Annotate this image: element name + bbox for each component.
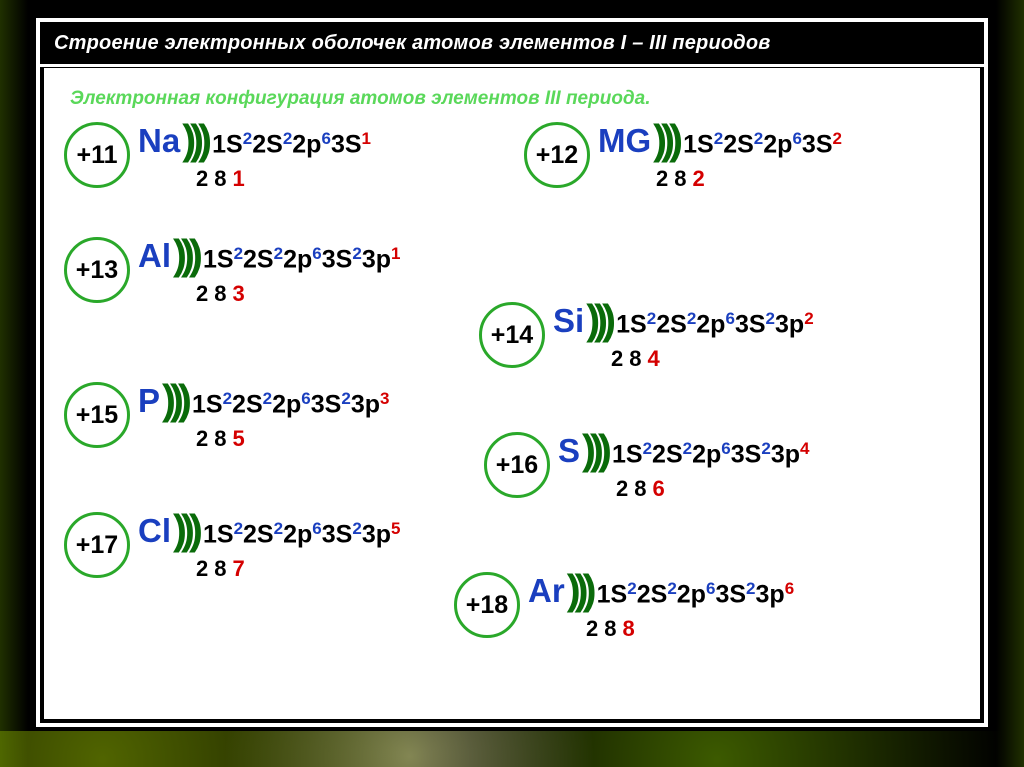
element-line1: Ar)))1S22S22p63S23p6 — [528, 572, 794, 614]
electron-config: 1S22S22p63S23p4 — [612, 438, 810, 469]
shell-arcs: ))) — [586, 305, 610, 334]
nucleus-charge: +16 — [484, 432, 550, 498]
shell-electron-counts: 286 — [558, 476, 809, 502]
shell-electron-counts: 285 — [138, 426, 389, 452]
elements-area: +11Na)))1S22S22p63S1281+12MG)))1S22S22p6… — [54, 122, 970, 713]
slide-title: Строение электронных оболочек атомов эле… — [54, 32, 771, 55]
shell-electron-counts: 284 — [553, 346, 814, 372]
element-mg: +12MG)))1S22S22p63S2282 — [524, 122, 842, 192]
nucleus-charge: +11 — [64, 122, 130, 188]
element-na: +11Na)))1S22S22p63S1281 — [64, 122, 371, 192]
slide-subtitle: Электронная конфигурация атомов элементо… — [40, 72, 651, 116]
element-cl: +17Cl)))1S22S22p63S23p5287 — [64, 512, 400, 582]
electron-config: 1S22S22p63S23p2 — [616, 308, 814, 339]
shell-electron-counts: 281 — [138, 166, 371, 192]
element-symbol: P — [138, 382, 160, 420]
element-p: +15P)))1S22S22p63S23p3285 — [64, 382, 389, 452]
element-body: Si)))1S22S22p63S23p2284 — [553, 302, 814, 372]
element-symbol: Cl — [138, 512, 171, 550]
shell-electron-counts: 283 — [138, 281, 400, 307]
nucleus-charge: +17 — [64, 512, 130, 578]
element-symbol: Si — [553, 302, 584, 340]
element-symbol: Na — [138, 122, 180, 160]
decorative-edge-bottom — [0, 731, 1024, 767]
element-si: +14Si)))1S22S22p63S23p2284 — [479, 302, 814, 372]
electron-config: 1S22S22p63S23p1 — [203, 243, 401, 274]
element-line1: P)))1S22S22p63S23p3 — [138, 382, 389, 424]
element-line1: Al)))1S22S22p63S23p1 — [138, 237, 400, 279]
element-body: MG)))1S22S22p63S2282 — [598, 122, 842, 192]
shell-arcs: ))) — [567, 575, 591, 604]
element-body: Na)))1S22S22p63S1281 — [138, 122, 371, 192]
element-line1: Na)))1S22S22p63S1 — [138, 122, 371, 164]
element-line1: Si)))1S22S22p63S23p2 — [553, 302, 814, 344]
element-line1: S)))1S22S22p63S23p4 — [558, 432, 809, 474]
nucleus-charge: +12 — [524, 122, 590, 188]
shell-electron-counts: 288 — [528, 616, 794, 642]
nucleus-charge: +18 — [454, 572, 520, 638]
decorative-edge-left — [0, 0, 28, 767]
element-symbol: MG — [598, 122, 651, 160]
nucleus-charge: +14 — [479, 302, 545, 368]
slide-title-bar: Строение электронных оболочек атомов эле… — [40, 22, 984, 67]
shell-arcs: ))) — [582, 435, 606, 464]
nucleus-charge: +13 — [64, 237, 130, 303]
slide-frame: Строение электронных оболочек атомов эле… — [36, 18, 988, 727]
element-symbol: Al — [138, 237, 171, 275]
element-body: S)))1S22S22p63S23p4286 — [558, 432, 809, 502]
slide-outer: Строение электронных оболочек атомов эле… — [0, 0, 1024, 767]
element-body: Al)))1S22S22p63S23p1283 — [138, 237, 400, 307]
element-body: P)))1S22S22p63S23p3285 — [138, 382, 389, 452]
shell-arcs: ))) — [182, 125, 206, 154]
decorative-edge-right — [996, 0, 1024, 767]
shell-arcs: ))) — [653, 125, 677, 154]
element-body: Cl)))1S22S22p63S23p5287 — [138, 512, 400, 582]
electron-config: 1S22S22p63S23p5 — [203, 518, 401, 549]
electron-config: 1S22S22p63S23p6 — [597, 578, 795, 609]
shell-arcs: ))) — [173, 515, 197, 544]
nucleus-charge: +15 — [64, 382, 130, 448]
element-line1: Cl)))1S22S22p63S23p5 — [138, 512, 400, 554]
element-symbol: S — [558, 432, 580, 470]
element-symbol: Ar — [528, 572, 565, 610]
element-al: +13Al)))1S22S22p63S23p1283 — [64, 237, 400, 307]
element-body: Ar)))1S22S22p63S23p6288 — [528, 572, 794, 642]
element-s: +16S)))1S22S22p63S23p4286 — [484, 432, 809, 502]
element-line1: MG)))1S22S22p63S2 — [598, 122, 842, 164]
shell-arcs: ))) — [173, 240, 197, 269]
shell-electron-counts: 282 — [598, 166, 842, 192]
electron-config: 1S22S22p63S23p3 — [192, 388, 390, 419]
shell-arcs: ))) — [162, 385, 186, 414]
electron-config: 1S22S22p63S1 — [212, 128, 371, 159]
element-ar: +18Ar)))1S22S22p63S23p6288 — [454, 572, 794, 642]
shell-electron-counts: 287 — [138, 556, 400, 582]
electron-config: 1S22S22p63S2 — [683, 128, 842, 159]
